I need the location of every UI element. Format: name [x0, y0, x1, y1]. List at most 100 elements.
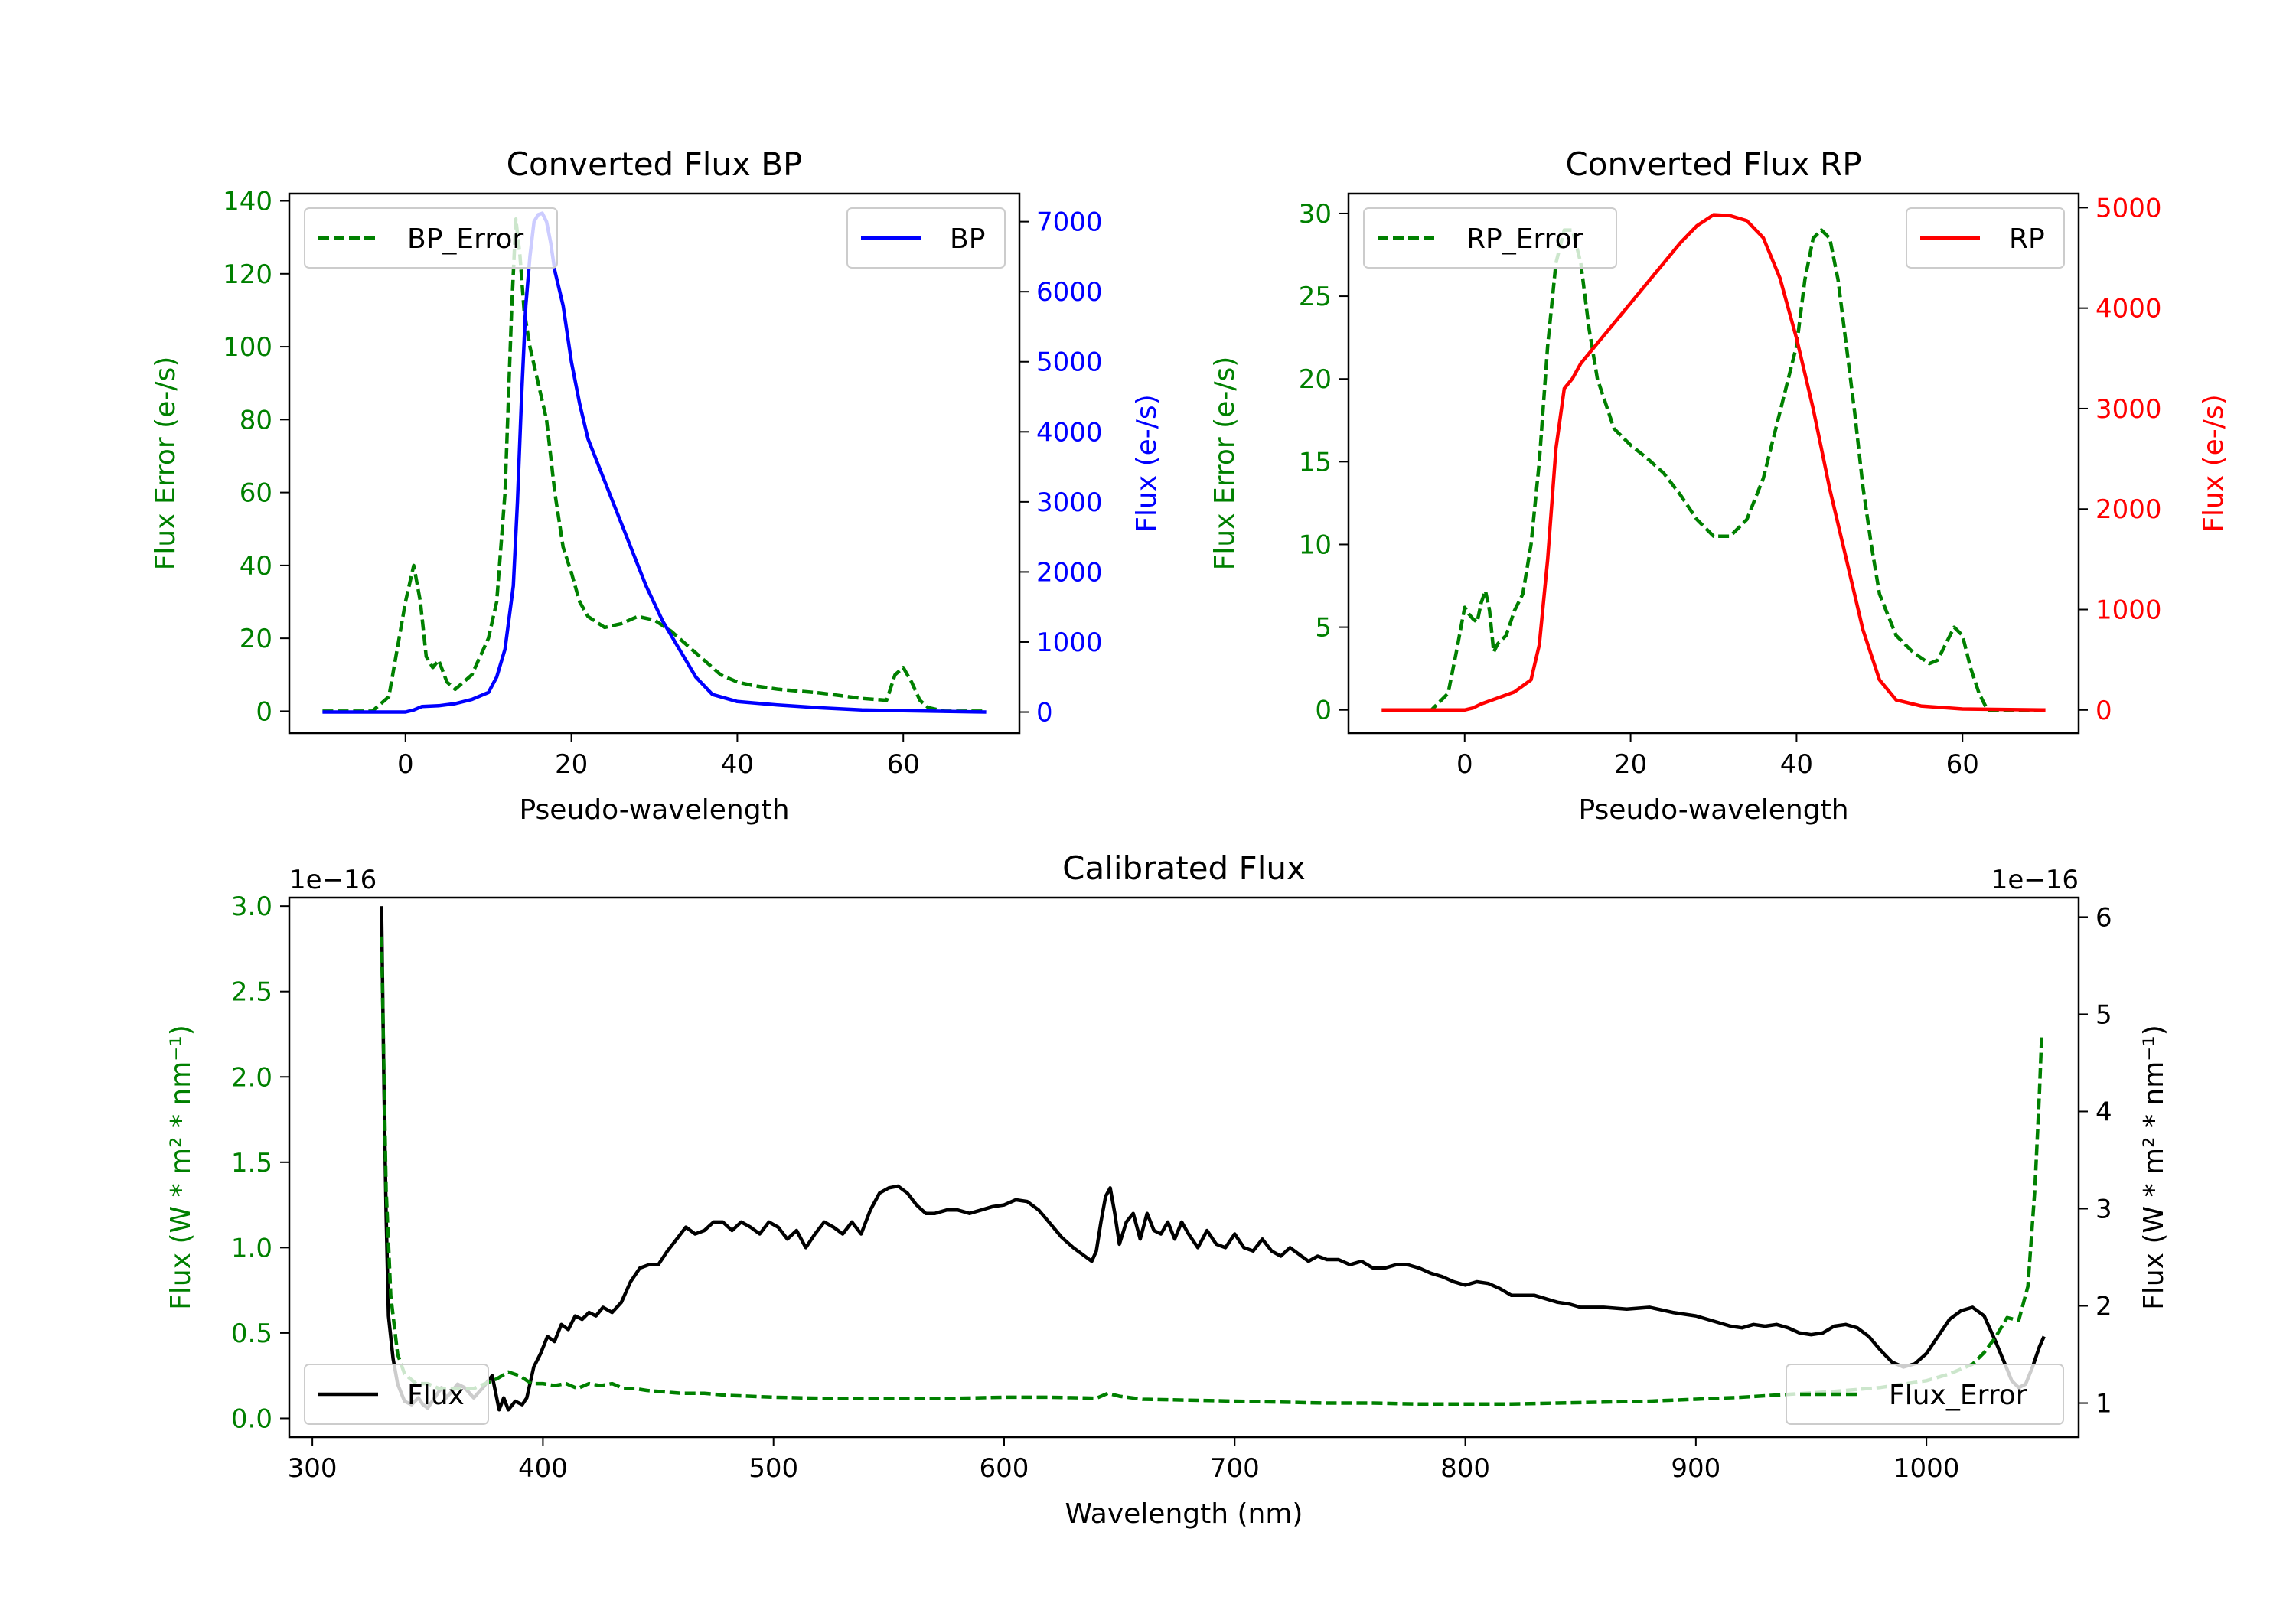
cal-x-tick-label: 800: [1440, 1453, 1490, 1484]
cal-legend-box: [1786, 1364, 2064, 1425]
rp-series-rp-line: [1381, 213, 2046, 712]
cal-left-tick-label: 2.0: [231, 1062, 272, 1093]
rp-axes-frame: [1347, 192, 2080, 735]
cal-axes-frame: [288, 896, 2080, 1439]
cal-chart: 300 400 500 600 700 800 900 1000 0.0 0.5 1.0 1.5 2.0…: [165, 849, 2170, 1530]
bp-right-axis-label: Flux (e-/s): [1131, 394, 1163, 532]
cal-right-tick-label: 2: [2095, 1292, 2112, 1322]
rp-legend-label: RP: [2009, 223, 2045, 255]
bp-left-tick-label: 120: [223, 259, 272, 290]
cal-left-tick-label: 0.5: [231, 1319, 272, 1349]
rp-left-axis-label: Flux Error (e-/s): [1209, 357, 1241, 571]
bp-left-axis-label: Flux Error (e-/s): [150, 357, 181, 571]
cal-x-tick-label: 1000: [1893, 1453, 1960, 1484]
rp-left-tick-label: 10: [1299, 530, 1332, 560]
cal-left-tick-label: 0.0: [231, 1403, 272, 1434]
bp-legend-box: [846, 207, 1006, 269]
rp-right-tick-label: 5000: [2095, 193, 2162, 223]
rp-legend-box: [1363, 207, 1617, 269]
cal-right-tick-label: 6: [2095, 902, 2112, 933]
rp-title: Converted Flux RP: [1565, 145, 1861, 183]
bp-left-tick-label: 140: [223, 187, 272, 217]
rp-right-tick-label: 1000: [2095, 595, 2162, 626]
rp-left-tick-label: 25: [1299, 282, 1332, 312]
rp-legend-left: RP_Error: [1363, 207, 1617, 269]
rp-legend-label: RP_Error: [1466, 223, 1583, 255]
rp-legend-right: RP: [1906, 207, 2065, 269]
rp-right-tick-label: 0: [2095, 696, 2112, 726]
cal-left-tick-label: 1.0: [231, 1233, 272, 1263]
rp-x-tick-label: 40: [1780, 749, 1813, 780]
bp-legend-left: BP_Error: [304, 207, 558, 269]
cal-x-tick-label: 700: [1210, 1453, 1260, 1484]
rp-x-tick-label: 20: [1614, 749, 1647, 780]
bp-left-tick-label: 20: [240, 624, 272, 654]
rp-left-tick-label: 30: [1299, 199, 1332, 230]
bp-series-bp-line: [322, 211, 987, 714]
cal-x-tick-label: 900: [1671, 1453, 1720, 1484]
cal-x-tick-label: 600: [980, 1453, 1029, 1484]
cal-x-tick-label: 400: [518, 1453, 568, 1484]
bp-legend-label: BP_Error: [407, 223, 523, 255]
bp-right-tick-label: 0: [1036, 698, 1053, 729]
cal-left-axis-label: Flux (W * m² * nm⁻¹): [165, 1025, 197, 1310]
rp-series-rp-error-line: [1381, 228, 2046, 712]
bp-legend-right: BP: [846, 207, 1006, 269]
rp-left-tick-label: 15: [1299, 447, 1332, 478]
rp-left-tick-label: 5: [1315, 613, 1332, 644]
cal-x-tick-label: 500: [748, 1453, 798, 1484]
cal-legend-left: Flux: [304, 1364, 489, 1425]
bp-series-bp-error-line: [322, 217, 987, 713]
cal-x-tick-label: 300: [288, 1453, 338, 1484]
bp-x-tick-label: 0: [397, 749, 414, 780]
cal-right-axis-label: Flux (W * m² * nm⁻¹): [2138, 1025, 2170, 1310]
rp-right-tick-label: 2000: [2095, 494, 2162, 525]
bp-right-tick-label: 7000: [1036, 207, 1103, 238]
bp-right-tick-label: 2000: [1036, 557, 1103, 588]
bp-x-tick-label: 40: [721, 749, 754, 780]
cal-right-tick-label: 4: [2095, 1097, 2112, 1127]
bp-right-tick-label: 1000: [1036, 627, 1103, 658]
cal-right-tick-label: 3: [2095, 1194, 2112, 1224]
bp-chart: 0 20 40 60 0 20 40 60 80 100 120 140 0 1000 2000 3000 40…: [150, 145, 1163, 826]
cal-left-tick-label: 1.5: [231, 1148, 272, 1178]
bp-left-tick-label: 40: [240, 551, 272, 582]
rp-right-tick-label: 3000: [2095, 394, 2162, 425]
cal-series-flux-line: [380, 906, 2046, 1412]
bp-right-tick-label: 4000: [1036, 417, 1103, 448]
bp-left-tick-label: 80: [240, 405, 272, 435]
cal-legend-box: [304, 1364, 489, 1425]
cal-title: Calibrated Flux: [1062, 849, 1306, 887]
bp-title: Converted Flux BP: [507, 145, 803, 183]
bp-legend-label: BP: [950, 223, 985, 255]
bp-x-axis-label: Pseudo-wavelength: [519, 794, 789, 826]
bp-right-tick-label: 5000: [1036, 347, 1103, 378]
cal-left-tick-label: 3.0: [231, 892, 272, 922]
bp-legend-box: [304, 207, 558, 269]
cal-right-tick-label: 1: [2095, 1389, 2112, 1420]
cal-right-offset-label: 1e−16: [1991, 865, 2079, 895]
cal-series-flux-error-line: [380, 936, 2044, 1407]
rp-left-tick-label: 20: [1299, 364, 1332, 395]
bp-left-tick-label: 60: [240, 478, 272, 509]
rp-chart: 0 20 40 60 0 5 10 15 20 25 30 0 1000 2000 3000 4000 5000…: [1209, 145, 2229, 826]
cal-left-tick-label: 2.5: [231, 977, 272, 1008]
rp-x-tick-label: 0: [1456, 749, 1473, 780]
rp-x-tick-label: 60: [1946, 749, 1979, 780]
cal-x-axis-label: Wavelength (nm): [1065, 1498, 1303, 1530]
rp-right-axis-label: Flux (e-/s): [2198, 394, 2229, 532]
cal-legend-label: Flux: [407, 1380, 465, 1411]
bp-left-tick-label: 100: [223, 332, 272, 363]
bp-x-tick-label: 20: [555, 749, 588, 780]
rp-legend-box: [1906, 207, 2065, 269]
rp-right-tick-label: 4000: [2095, 294, 2162, 324]
rp-x-axis-label: Pseudo-wavelength: [1578, 794, 1848, 826]
cal-legend-label: Flux_Error: [1889, 1380, 2027, 1411]
bp-right-tick-label: 6000: [1036, 277, 1103, 308]
bp-right-tick-label: 3000: [1036, 487, 1103, 518]
cal-right-tick-label: 5: [2095, 999, 2112, 1030]
bp-axes-frame: [288, 192, 1021, 735]
cal-legend-right: Flux_Error: [1786, 1364, 2064, 1425]
bp-x-tick-label: 60: [887, 749, 920, 780]
